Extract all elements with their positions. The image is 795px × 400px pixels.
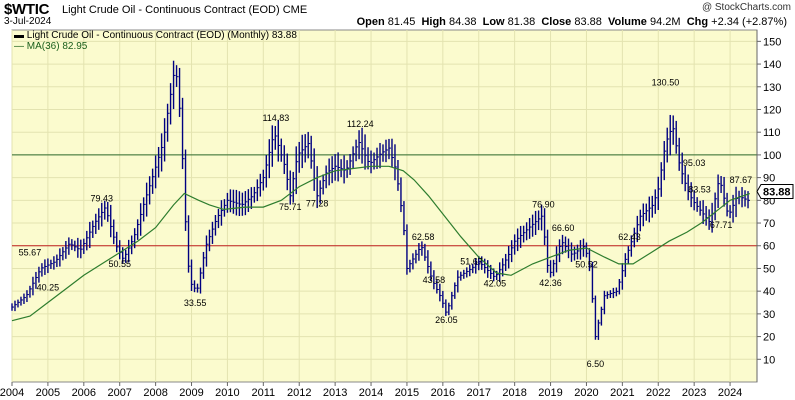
legend-price-label: Light Crude Oil - Continuous Contract (E… — [26, 30, 297, 41]
y-tick-label: 30 — [763, 309, 775, 321]
x-tick-label: 2008 — [143, 387, 167, 399]
x-tick-label: 2010 — [215, 387, 239, 399]
reference-lines — [12, 154, 757, 247]
x-tick-label: 2015 — [395, 387, 419, 399]
price-annotation: 76.90 — [532, 199, 555, 209]
y-tick-label: 60 — [763, 241, 775, 253]
chart-header: $WTIC Light Crude Oil - Continuous Contr… — [0, 0, 795, 30]
x-tick-label: 2021 — [610, 387, 634, 399]
x-tick-label: 2018 — [502, 387, 526, 399]
y-tick-label: 90 — [763, 173, 775, 185]
close-value: 83.88 — [574, 16, 602, 28]
copyright: @ StockCharts.com — [701, 2, 791, 13]
price-annotation: 51.67 — [460, 257, 483, 267]
chg-label: Chg — [686, 16, 709, 28]
legend-price: ▬ Light Crude Oil - Continuous Contract … — [14, 30, 297, 41]
x-tick-label: 2005 — [36, 387, 60, 399]
price-annotation: 79.43 — [90, 194, 113, 204]
quote-date: 3-Jul-2024 — [4, 16, 52, 27]
price-annotation: 62.43 — [618, 232, 641, 242]
price-annotation: 112.24 — [347, 119, 374, 129]
legend-ma-label: MA(36) 82.95 — [26, 41, 88, 52]
price-annotation: 50.55 — [108, 259, 131, 269]
price-annotation: 87.67 — [730, 175, 753, 185]
price-annotation: 75.71 — [279, 202, 302, 212]
last-value-tag — [756, 184, 794, 200]
price-annotation: 42.36 — [539, 278, 562, 288]
annotations: 55.67 40.25 79.43 50.55 33.55 114.83 75.71 77.2… — [19, 78, 752, 370]
price-annotation: 83.53 — [688, 184, 711, 194]
price-annotation: 62.58 — [412, 232, 435, 242]
y-tick-label: 50 — [763, 263, 775, 275]
price-annotation: 55.67 — [19, 248, 42, 258]
x-tick-label: 2016 — [431, 387, 455, 399]
instrument-name: Light Crude Oil - Continuous Contract (E… — [62, 4, 307, 16]
symbol: $WTIC — [4, 1, 50, 18]
instrument-title: Light Crude Oil - Continuous Contract (E… — [62, 4, 280, 16]
last-value-marker: 83.88 — [756, 184, 794, 200]
exchange: CME — [282, 4, 308, 16]
y-tick-label: 110 — [763, 127, 781, 139]
open-label: Open — [356, 16, 385, 28]
y-tick-label: 10 — [763, 354, 775, 366]
x-tick-label: 2012 — [287, 387, 311, 399]
x-tick-label: 2014 — [359, 387, 383, 399]
x-tick-label: 2009 — [179, 387, 203, 399]
x-axis: 2004 2005 2006 2007 2008 2009 2010 2011 2012 2013… — [0, 382, 742, 399]
y-tick-label: 120 — [763, 104, 781, 116]
ma-line — [11, 165, 750, 322]
y-tick-label: 100 — [763, 150, 781, 162]
price-annotation: 130.50 — [652, 78, 680, 88]
y-tick-label: 130 — [763, 82, 781, 94]
volume-value: 94.2M — [650, 16, 681, 28]
y-tick-label: 140 — [763, 59, 781, 71]
x-tick-label: 2013 — [323, 387, 347, 399]
volume-label: Volume — [608, 16, 647, 28]
close-label: Close — [541, 16, 572, 28]
price-annotation: 6.50 — [587, 359, 605, 369]
price-annotation: 67.71 — [710, 220, 733, 230]
price-annotation: 26.05 — [435, 315, 458, 325]
y-tick-label: 70 — [763, 218, 775, 230]
low-label: Low — [482, 16, 505, 28]
series-layer — [11, 60, 751, 340]
x-tick-label: 2004 — [0, 387, 24, 399]
x-tick-label: 2011 — [251, 387, 275, 399]
legend: ▬ Light Crude Oil - Continuous Contract … — [14, 30, 297, 52]
price-annotation: 114.83 — [262, 113, 289, 123]
x-tick-label: 2017 — [467, 387, 491, 399]
x-tick-label: 2007 — [107, 387, 131, 399]
open-value: 81.45 — [387, 16, 416, 28]
x-tick-label: 2020 — [574, 387, 598, 399]
price-annotation: 43.58 — [423, 275, 446, 285]
x-tick-label: 2023 — [682, 387, 706, 399]
x-tick-label: 2022 — [646, 387, 670, 399]
low-value: 81.38 — [507, 16, 536, 28]
last-value-label: 83.88 — [763, 187, 791, 199]
y-tick-label: 20 — [763, 332, 775, 344]
x-tick-label: 2019 — [538, 387, 562, 399]
price-annotation: 50.52 — [575, 259, 598, 269]
plot-area[interactable] — [11, 29, 758, 383]
price-annotation: 95.03 — [683, 158, 706, 168]
x-tick-label: 2024 — [718, 387, 742, 399]
price-annotation: 40.25 — [37, 283, 60, 293]
price-annotation: 66.60 — [552, 223, 575, 233]
price-annotation: 42.05 — [484, 279, 507, 289]
high-value: 84.38 — [448, 16, 477, 28]
y-tick-label: 40 — [763, 286, 775, 298]
legend-ma: — MA(36) 82.95 — [14, 41, 88, 52]
price-annotation: 77.28 — [306, 198, 329, 208]
price-annotation: 33.55 — [184, 298, 207, 308]
y-tick-label: 150 — [763, 36, 781, 48]
quote-summary: Open 81.45 High 84.38 Low 81.38 Close 83… — [357, 16, 787, 28]
high-label: High — [421, 16, 446, 28]
chg-value: +2.34 (+2.87%) — [711, 16, 787, 28]
x-tick-label: 2006 — [72, 387, 96, 399]
